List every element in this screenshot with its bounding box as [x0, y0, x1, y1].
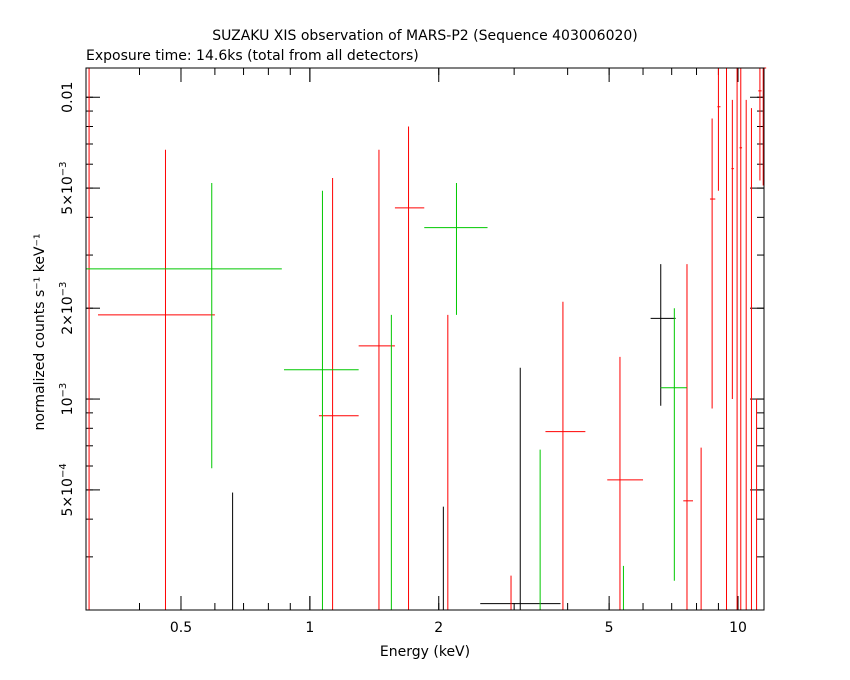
y-tick-label: 5×10−3	[58, 161, 76, 214]
data-series	[86, 67, 767, 611]
y-tick-label: 5×10−4	[58, 463, 76, 516]
y-tick-label: 10−3	[58, 383, 76, 416]
series-0	[229, 264, 676, 611]
y-tick-label: 0.01	[60, 82, 76, 113]
series-2	[86, 182, 687, 611]
y-tick-label: 2×10−3	[58, 282, 76, 335]
chart-title: SUZAKU XIS observation of MARS-P2 (Seque…	[212, 28, 638, 44]
x-axis-label: Energy (keV)	[380, 644, 470, 660]
axis-ticks: 0.5 1 2 5 10 5×10−4 10−3 2×10−3 5×10−3 0.01	[58, 68, 764, 636]
x-tick-label: 1	[305, 620, 314, 636]
x-tick-label: 2	[434, 620, 443, 636]
y-axis-label: normalized counts s⁻¹ keV⁻¹	[32, 233, 48, 430]
x-tick-label: 10	[729, 620, 747, 636]
chart-subtitle: Exposure time: 14.6ks (total from all de…	[86, 48, 419, 64]
series-1	[86, 67, 767, 611]
plot-frame	[85, 67, 765, 611]
x-tick-label: 0.5	[170, 620, 192, 636]
x-tick-label: 5	[605, 620, 614, 636]
